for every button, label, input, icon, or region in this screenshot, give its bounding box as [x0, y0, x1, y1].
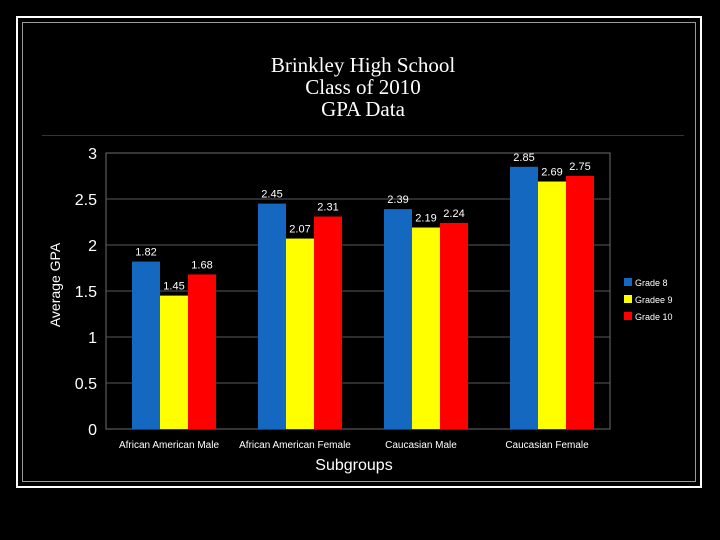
chart-title-line-2: Class of 2010 — [305, 75, 421, 99]
legend-swatch — [624, 278, 632, 286]
bar — [566, 176, 594, 429]
y-tick-label: 3 — [88, 146, 97, 163]
data-label: 2.39 — [387, 194, 408, 206]
x-tick-label: African American Male — [119, 440, 219, 451]
chart-title-line-3: GPA Data — [321, 97, 405, 121]
bar — [440, 222, 468, 429]
data-label: 1.82 — [135, 247, 156, 259]
data-label: 2.07 — [289, 224, 310, 236]
legend-label: Grade 10 — [635, 312, 673, 322]
data-label: 2.69 — [541, 167, 562, 179]
y-tick-label: 2 — [88, 238, 97, 255]
chart-title: Brinkley High School Class of 2010 GPA D… — [200, 54, 526, 120]
slide-frame — [16, 16, 702, 488]
legend-swatch — [624, 295, 632, 303]
y-tick-label: 1.5 — [75, 284, 97, 301]
legend-swatch — [624, 312, 632, 320]
y-tick-label: 0.5 — [75, 376, 97, 393]
x-tick-label: Caucasian Female — [505, 440, 589, 451]
legend-label: Gradee 9 — [635, 295, 673, 305]
bar — [538, 181, 566, 429]
title-divider — [42, 135, 684, 136]
chart-title-line-1: Brinkley High School — [270, 53, 456, 77]
bar — [384, 209, 412, 429]
legend-label: Grade 8 — [635, 278, 668, 288]
bar — [160, 295, 188, 429]
bar — [510, 166, 538, 430]
bar — [412, 227, 440, 429]
data-label: 2.45 — [261, 189, 282, 201]
x-axis-label: Subgroups — [315, 457, 392, 474]
bar — [286, 238, 314, 429]
bar — [132, 261, 160, 429]
y-tick-label: 1 — [88, 330, 97, 347]
data-label: 2.75 — [569, 161, 590, 173]
slide-inner-frame — [22, 22, 696, 482]
data-label: 2.24 — [443, 208, 464, 220]
data-label: 2.31 — [317, 201, 338, 213]
data-label: 1.45 — [163, 281, 184, 293]
x-tick-label: African American Female — [239, 440, 351, 451]
bar — [258, 203, 286, 429]
x-tick-label: Caucasian Male — [385, 440, 457, 451]
bar — [188, 274, 216, 429]
y-tick-label: 2.5 — [75, 192, 97, 209]
data-label: 2.85 — [513, 152, 534, 164]
data-label: 1.68 — [191, 259, 212, 271]
y-axis-label: Average GPA — [47, 242, 63, 327]
bar — [314, 216, 342, 429]
y-tick-label: 0 — [88, 422, 97, 439]
data-label: 2.19 — [415, 213, 436, 225]
